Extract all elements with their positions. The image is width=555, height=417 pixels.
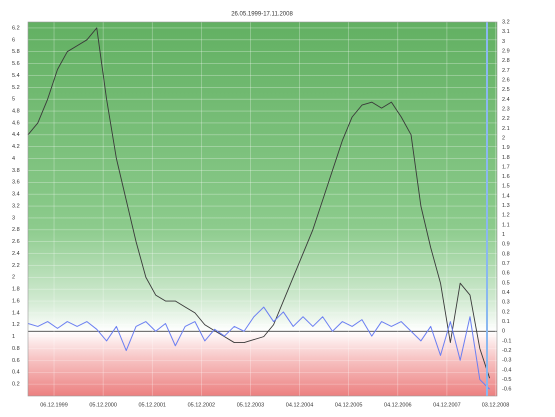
- grid: [28, 22, 497, 396]
- x-tick-label: 04.12.2007: [433, 402, 461, 408]
- y2-tick-label: 1.3: [502, 203, 510, 209]
- y2-tick-label: 0.5: [502, 280, 510, 286]
- y-tick-label: 4.8: [12, 109, 20, 115]
- y2-tick-label: 0.7: [502, 261, 510, 267]
- y-tick-label: 2: [12, 275, 15, 281]
- x-tick-label: 04.12.2004: [286, 402, 314, 408]
- y2-tick-label: -0.4: [502, 367, 511, 373]
- y-tick-label: 3.6: [12, 180, 20, 186]
- y-tick-label: 3.2: [12, 203, 20, 209]
- y2-tick-label: 0.8: [502, 251, 510, 257]
- y2-tick-label: 1.9: [502, 145, 510, 151]
- y2-tick-label: 2.6: [502, 77, 510, 83]
- y2-tick-label: 2.3: [502, 106, 510, 112]
- y-tick-label: 1.8: [12, 287, 20, 293]
- x-tick-label: 05.12.2000: [89, 402, 117, 408]
- y2-tick-label: 2.9: [502, 48, 510, 54]
- y-tick-label: 1.2: [12, 322, 20, 328]
- y2-tick-label: 1.8: [502, 155, 510, 161]
- y2-tick-label: 2.7: [502, 68, 510, 74]
- x-tick-label: 04.12.2006: [384, 402, 412, 408]
- y-tick-label: 0.2: [12, 382, 20, 388]
- y2-tick-label: 1.5: [502, 184, 510, 190]
- y2-tick-label: 1.7: [502, 164, 510, 170]
- y-tick-label: 1.4: [12, 310, 20, 316]
- y-tick-label: 6: [12, 37, 15, 43]
- series-line: [27, 306, 490, 390]
- y2-tick-label: 3.2: [502, 19, 510, 25]
- y2-tick-label: 0.3: [502, 300, 510, 306]
- x-tick-label: 04.12.2005: [335, 402, 363, 408]
- y-tick-label: 0.4: [12, 370, 20, 376]
- y-tick-label: 4.4: [12, 132, 20, 138]
- y-tick-label: 5.6: [12, 61, 20, 67]
- x-tick-label: 05.12.2002: [188, 402, 216, 408]
- y2-tick-label: 0.6: [502, 271, 510, 277]
- y2-tick-label: 2.1: [502, 126, 510, 132]
- plot-frame: [27, 21, 498, 397]
- y-tick-label: 3: [12, 215, 15, 221]
- y2-tick-label: 2.8: [502, 58, 510, 64]
- y2-tick-label: 1.6: [502, 174, 510, 180]
- y2-tick-label: 0.4: [502, 290, 510, 296]
- y-tick-label: 5: [12, 97, 15, 103]
- y-tick-label: 1.6: [12, 298, 20, 304]
- y-tick-label: 0.8: [12, 346, 20, 352]
- y2-tick-label: 0: [502, 329, 505, 335]
- y2-tick-label: -0.5: [502, 377, 511, 383]
- y-tick-label: 2.8: [12, 227, 20, 233]
- x-tick-label: 05.12.2001: [138, 402, 166, 408]
- y2-tick-label: -0.3: [502, 358, 511, 364]
- y-tick-label: 5.2: [12, 85, 20, 91]
- y2-tick-label: 2: [502, 135, 505, 141]
- x-tick-label: 03.12.2008: [482, 402, 510, 408]
- plot: [27, 27, 491, 390]
- y-tick-label: 4.2: [12, 144, 20, 150]
- y-tick-label: 6.2: [12, 25, 20, 31]
- y-tick-label: 3.4: [12, 192, 20, 198]
- y2-tick-label: -0.1: [502, 338, 511, 344]
- y2-tick-label: 1.4: [502, 193, 510, 199]
- y-tick-label: 4.6: [12, 120, 20, 126]
- y2-tick-label: 1.2: [502, 213, 510, 219]
- y2-tick-label: 3: [502, 39, 505, 45]
- y2-tick-label: 2.5: [502, 87, 510, 93]
- x-tick-label: 05.12.2003: [237, 402, 265, 408]
- y2-tick-label: 1.1: [502, 222, 510, 228]
- y2-tick-label: -0.6: [502, 387, 511, 393]
- y-tick-label: 3.8: [12, 168, 20, 174]
- chart-title: 26.05.1999-17.11.2008: [231, 12, 293, 18]
- y-tick-label: 2.6: [12, 239, 20, 245]
- y-tick-label: 4: [12, 156, 15, 162]
- y-tick-label: 5.4: [12, 73, 20, 79]
- plot-background: [28, 22, 497, 396]
- y2-tick-label: 3.1: [502, 29, 510, 35]
- y2-tick-label: 2.4: [502, 97, 510, 103]
- y-tick-label: 1: [12, 334, 15, 340]
- y2-tick-label: 0.1: [502, 319, 510, 325]
- y2-tick-label: -0.2: [502, 348, 511, 354]
- y2-tick-label: 0.9: [502, 242, 510, 248]
- series-line: [27, 27, 491, 379]
- y-tick-label: 2.2: [12, 263, 20, 269]
- y-tick-label: 5.8: [12, 49, 20, 55]
- y2-tick-label: 1: [502, 232, 505, 238]
- y2-tick-label: 0.2: [502, 309, 510, 315]
- y-tick-label: 2.4: [12, 251, 20, 257]
- x-tick-label: 06.12.1999: [40, 402, 68, 408]
- y2-tick-label: 2.2: [502, 116, 510, 122]
- y-tick-label: 0.6: [12, 358, 20, 364]
